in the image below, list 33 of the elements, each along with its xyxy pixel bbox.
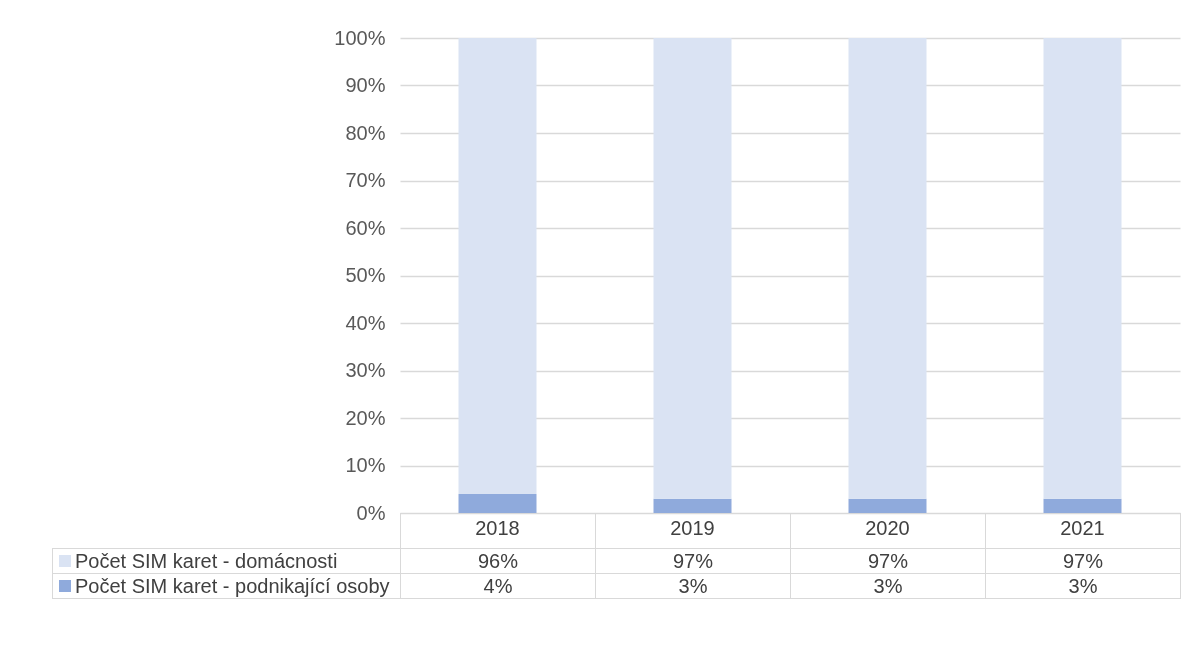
y-tick-label: 20%: [345, 406, 386, 429]
bar: [458, 38, 537, 494]
y-tick-label: 30%: [345, 359, 386, 381]
data-label: 97%: [985, 548, 1181, 574]
y-tick-label: 100%: [334, 26, 386, 49]
bar: [653, 498, 732, 513]
data-label: 3%: [595, 573, 791, 599]
y-tick-label: 90%: [345, 74, 386, 96]
y-tick-label: 60%: [345, 216, 386, 239]
bar: [848, 498, 927, 513]
y-tick-label: 70%: [345, 169, 386, 191]
y-tick-label: 0%: [356, 501, 386, 524]
data-label: 3%: [985, 573, 1181, 599]
data-label: 97%: [790, 548, 986, 574]
legend-label: Počet SIM karet - podnikající osoby: [52, 573, 401, 599]
x-tick-label: 2021: [1060, 516, 1105, 539]
y-tick-label: 40%: [345, 311, 386, 334]
legend-label: Počet SIM karet - domácnosti: [52, 548, 401, 574]
data-label: 4%: [400, 573, 596, 599]
x-tick-label: 2019: [670, 516, 715, 539]
data-label: 96%: [400, 548, 596, 574]
y-tick-label: 50%: [345, 264, 386, 286]
data-label: 3%: [790, 573, 986, 599]
x-tick-label: 2018: [475, 516, 520, 539]
bar: [458, 494, 537, 513]
data-label: 97%: [595, 548, 791, 574]
y-tick-label: 80%: [345, 121, 386, 144]
bar: [1043, 38, 1122, 499]
x-tick-label: 2020: [865, 516, 910, 539]
y-tick-label: 10%: [345, 454, 386, 476]
bar: [848, 38, 927, 499]
bar: [1043, 498, 1122, 513]
bar: [653, 38, 732, 499]
